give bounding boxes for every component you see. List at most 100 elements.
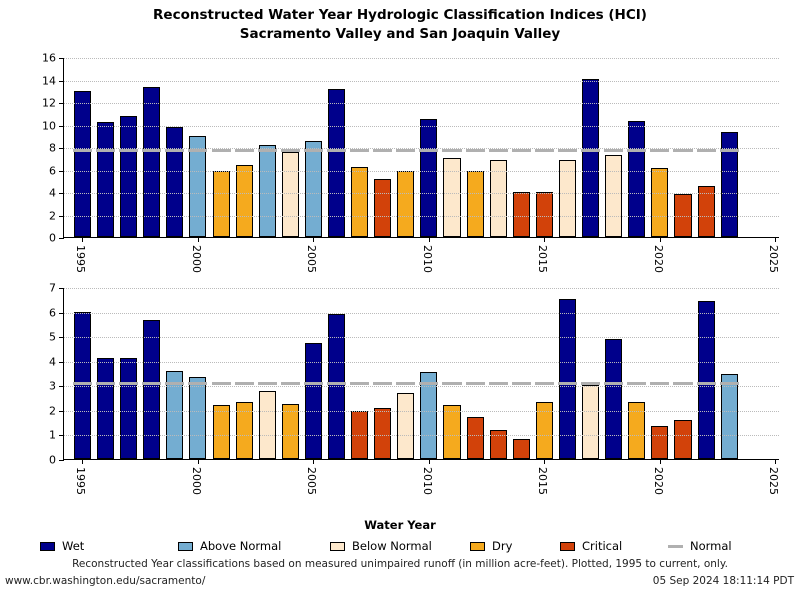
normal-level-marker	[581, 382, 601, 386]
bar	[466, 416, 484, 459]
y-axis-tick-label: 1	[49, 428, 56, 442]
y-axis-tick	[59, 148, 64, 149]
legend-item-above-normal[interactable]: Above Normal	[178, 537, 281, 555]
normal-level-marker	[650, 148, 670, 152]
y-axis-tick	[59, 337, 64, 339]
x-axis-tick-label: 1995	[74, 467, 88, 495]
y-axis-tick-label: 7	[49, 281, 56, 295]
x-axis-tick	[197, 237, 199, 242]
bar	[558, 159, 577, 237]
y-axis-tick	[59, 435, 64, 437]
chart-title-line2: Sacramento Valley and San Joaquin Valley	[239, 26, 561, 42]
legend-label: Below Normal	[352, 539, 432, 553]
normal-level-marker	[557, 148, 578, 152]
normal-level-marker	[534, 382, 554, 386]
gridline	[64, 148, 779, 149]
bar	[304, 343, 322, 459]
normal-level-marker	[142, 382, 162, 386]
y-axis-tick-label: 0	[49, 231, 56, 245]
y-axis-tick	[59, 103, 64, 104]
legend-swatch-icon	[330, 541, 345, 551]
normal-level-marker	[188, 148, 208, 152]
normal-level-marker	[234, 382, 254, 386]
y-axis-tick	[59, 193, 64, 194]
normal-level-marker	[627, 382, 647, 386]
sacramento-valley-panel: 0 2 4 6 8 10 12 14 16 1995 2000 2005 2010 2015 2020 202…	[42, 52, 780, 274]
y-axis-tick	[59, 170, 64, 172]
y-axis-tick-label: 0	[49, 453, 56, 467]
normal-level-marker	[257, 382, 277, 386]
x-axis-title: Water Year	[364, 518, 436, 532]
normal-level-marker	[442, 148, 462, 152]
bar	[697, 300, 715, 459]
y-axis-tick	[59, 460, 64, 461]
gridline	[64, 361, 779, 363]
bar	[605, 338, 623, 459]
legend-label: Above Normal	[200, 539, 282, 553]
normal-level-marker	[72, 382, 92, 386]
legend-item-critical[interactable]: Critical	[560, 537, 622, 555]
gridline	[64, 80, 779, 82]
bar	[535, 401, 553, 459]
legend-label: Wet	[62, 539, 85, 553]
bar	[535, 192, 553, 237]
x-axis-tick-label: 2015	[536, 245, 550, 273]
gridline	[64, 170, 779, 172]
normal-level-marker	[119, 148, 139, 152]
y-axis-tick-label: 3	[49, 379, 56, 393]
legend-item-dry[interactable]: Dry	[470, 537, 512, 555]
x-axis-tick-label: 2020	[651, 245, 665, 273]
normal-level-marker	[280, 148, 300, 152]
san-joaquin-plot-area: 0 1 2 3 4 5 6 7 1995 2000 2005 2010 2015 2020 2025	[49, 282, 780, 496]
x-axis-tick	[428, 459, 430, 464]
x-axis-tick	[659, 459, 661, 464]
bar	[374, 178, 392, 237]
normal-dash-icon	[668, 544, 683, 548]
gridline	[64, 288, 779, 289]
legend-swatch-icon	[40, 541, 55, 551]
normal-level-marker	[326, 148, 347, 152]
normal-level-marker	[373, 382, 393, 386]
bar	[582, 78, 600, 237]
y-axis-tick-label: 6	[49, 306, 56, 320]
bar	[605, 154, 623, 237]
legend-item-normal[interactable]: Normal	[668, 537, 732, 555]
san-joaquin-bars	[64, 288, 779, 459]
x-axis-tick-label: 2005	[305, 467, 319, 495]
normal-level-marker	[719, 148, 739, 152]
bar	[166, 371, 184, 459]
legend-item-wet[interactable]: Wet	[40, 537, 84, 555]
normal-level-marker	[696, 382, 716, 386]
gridline	[64, 435, 779, 437]
y-axis-tick	[59, 288, 64, 289]
normal-level-marker	[280, 382, 300, 386]
legend-swatch-icon	[470, 541, 485, 551]
x-axis-tick-label: 2000	[189, 467, 203, 495]
bar	[443, 405, 461, 459]
bar	[258, 390, 276, 459]
normal-level-marker	[350, 148, 370, 152]
bar	[443, 158, 461, 237]
x-axis-tick-label: 2000	[189, 245, 203, 273]
normal-level-marker	[188, 382, 208, 386]
x-axis-tick	[313, 237, 315, 242]
gridline	[64, 337, 779, 339]
normal-level-marker	[442, 382, 462, 386]
x-axis-tick	[775, 459, 777, 464]
gridline	[64, 410, 779, 412]
y-axis-tick-label: 2	[49, 209, 56, 222]
y-axis-tick-label: 5	[49, 330, 56, 344]
x-axis-tick	[659, 237, 661, 242]
y-axis-tick	[59, 80, 64, 82]
normal-level-marker	[419, 148, 439, 152]
legend-swatch-icon	[560, 541, 575, 551]
y-axis-tick-label: 8	[49, 141, 56, 155]
legend-item-below-normal[interactable]: Below Normal	[330, 537, 432, 555]
legend-label: Dry	[492, 539, 513, 553]
y-axis-tick	[59, 238, 64, 239]
normal-level-marker	[165, 148, 185, 152]
y-axis-tick-label: 2	[49, 404, 56, 418]
normal-level-marker	[96, 148, 116, 152]
gridline	[64, 312, 779, 314]
